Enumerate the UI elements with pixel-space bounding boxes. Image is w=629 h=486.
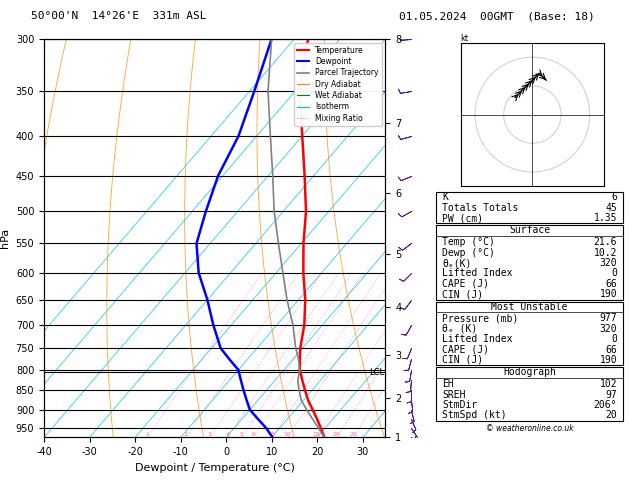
Text: 1: 1 — [145, 433, 149, 437]
Text: 3: 3 — [208, 433, 212, 437]
Text: 20: 20 — [605, 410, 617, 420]
Text: Hodograph: Hodograph — [503, 367, 556, 377]
Text: 0: 0 — [611, 334, 617, 344]
Text: 2: 2 — [184, 433, 187, 437]
Text: Pressure (mb): Pressure (mb) — [442, 313, 518, 324]
Text: StmDir: StmDir — [442, 400, 477, 410]
Text: Totals Totals: Totals Totals — [442, 203, 518, 213]
Text: 6: 6 — [611, 192, 617, 202]
Text: 66: 66 — [605, 345, 617, 355]
Text: 320: 320 — [599, 258, 617, 268]
Text: Surface: Surface — [509, 226, 550, 235]
Text: 977: 977 — [599, 313, 617, 324]
Bar — [437, 226, 623, 299]
Text: 320: 320 — [599, 324, 617, 334]
Text: 8: 8 — [270, 433, 274, 437]
Text: 20: 20 — [333, 433, 341, 437]
Text: 25: 25 — [350, 433, 357, 437]
Text: θₑ (K): θₑ (K) — [442, 324, 477, 334]
Text: 190: 190 — [599, 289, 617, 299]
Text: 1.35: 1.35 — [594, 213, 617, 223]
Text: Temp (°C): Temp (°C) — [442, 237, 495, 247]
Bar — [437, 192, 623, 224]
X-axis label: Dewpoint / Temperature (°C): Dewpoint / Temperature (°C) — [135, 463, 294, 473]
Bar — [437, 367, 623, 421]
Text: 190: 190 — [599, 355, 617, 365]
Text: 66: 66 — [605, 279, 617, 289]
Text: 6: 6 — [252, 433, 255, 437]
Text: PW (cm): PW (cm) — [442, 213, 483, 223]
Legend: Temperature, Dewpoint, Parcel Trajectory, Dry Adiabat, Wet Adiabat, Isotherm, Mi: Temperature, Dewpoint, Parcel Trajectory… — [294, 43, 382, 125]
Text: 01.05.2024  00GMT  (Base: 18): 01.05.2024 00GMT (Base: 18) — [399, 12, 595, 21]
Text: CIN (J): CIN (J) — [442, 355, 483, 365]
Text: EH: EH — [442, 379, 454, 389]
Text: 5: 5 — [240, 433, 243, 437]
Text: Most Unstable: Most Unstable — [491, 301, 568, 312]
Text: 0: 0 — [611, 268, 617, 278]
Y-axis label: hPa: hPa — [0, 228, 10, 248]
Text: θₑ(K): θₑ(K) — [442, 258, 472, 268]
Text: CIN (J): CIN (J) — [442, 289, 483, 299]
Text: LCL: LCL — [369, 367, 384, 377]
Text: 10.2: 10.2 — [594, 248, 617, 258]
Text: 206°: 206° — [594, 400, 617, 410]
Text: 21.6: 21.6 — [594, 237, 617, 247]
Text: 50°00'N  14°26'E  331m ASL: 50°00'N 14°26'E 331m ASL — [31, 12, 207, 21]
Bar — [437, 301, 623, 365]
Text: 97: 97 — [605, 390, 617, 399]
Text: Lifted Index: Lifted Index — [442, 268, 513, 278]
Text: StmSpd (kt): StmSpd (kt) — [442, 410, 507, 420]
Text: 45: 45 — [605, 203, 617, 213]
Text: 102: 102 — [599, 379, 617, 389]
Text: CAPE (J): CAPE (J) — [442, 279, 489, 289]
Text: SREH: SREH — [442, 390, 465, 399]
Text: © weatheronline.co.uk: © weatheronline.co.uk — [486, 424, 574, 434]
Text: Dewp (°C): Dewp (°C) — [442, 248, 495, 258]
Text: CAPE (J): CAPE (J) — [442, 345, 489, 355]
Text: 4: 4 — [225, 433, 230, 437]
Text: K: K — [442, 192, 448, 202]
Text: 10: 10 — [284, 433, 291, 437]
Text: Lifted Index: Lifted Index — [442, 334, 513, 344]
Text: 15: 15 — [312, 433, 320, 437]
